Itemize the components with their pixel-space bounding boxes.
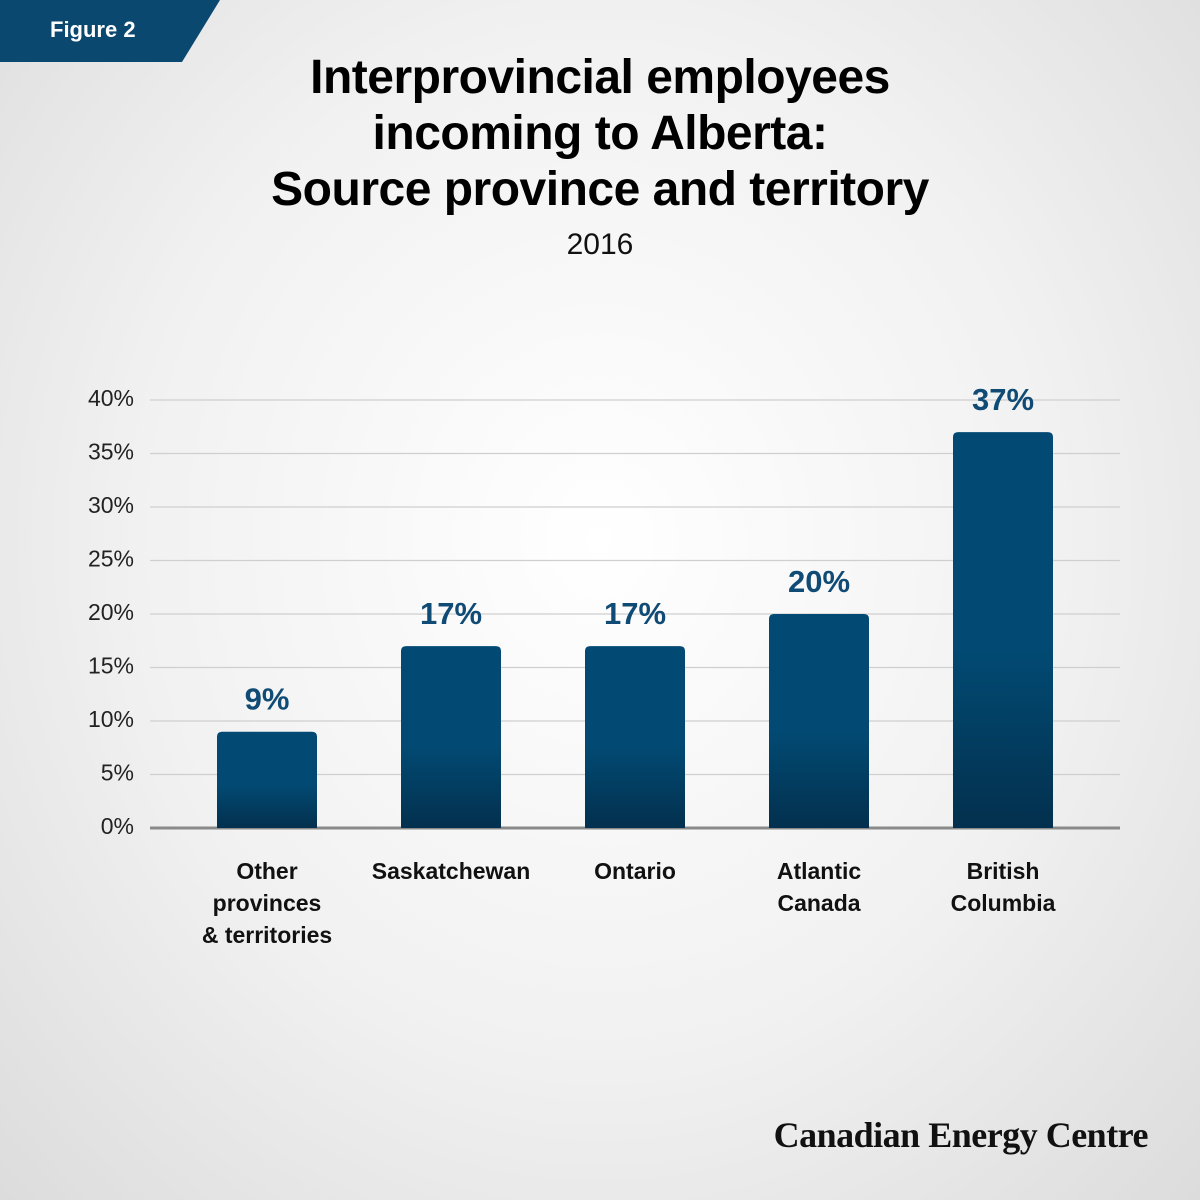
value-label: 37% [972, 382, 1034, 417]
y-tick-label: 35% [88, 439, 134, 465]
figure-label: Figure 2 [50, 17, 136, 42]
y-tick-label: 5% [101, 760, 134, 786]
y-tick-label: 0% [101, 813, 134, 839]
credit: Canadian Energy Centre [773, 1115, 1149, 1155]
figure-tag-shape [0, 0, 220, 62]
y-tick-label: 10% [88, 706, 134, 732]
bar [585, 646, 685, 828]
y-tick-label: 20% [88, 599, 134, 625]
x-tick-label: British Columbia [950, 858, 1056, 916]
y-tick-label: 25% [88, 546, 134, 572]
value-label: 20% [788, 564, 850, 599]
value-label: 17% [604, 596, 666, 631]
bar [217, 731, 317, 828]
x-tick-label: Other provinces & territories [201, 858, 333, 948]
value-label: 9% [245, 682, 290, 717]
value-label: 17% [420, 596, 482, 631]
x-tick-label: Saskatchewan [371, 858, 531, 884]
y-tick-label: 15% [88, 653, 134, 679]
chart-subtitle: 2016 [566, 228, 634, 261]
x-tick-label: Atlantic Canada [776, 858, 862, 916]
bar [769, 614, 869, 828]
x-tick-label: Ontario [594, 858, 676, 884]
bar [401, 646, 501, 828]
bar [953, 432, 1053, 828]
y-tick-label: 40% [88, 385, 134, 411]
chart-title: Interprovincial employees incoming to Al… [271, 51, 929, 216]
y-tick-label: 30% [88, 492, 134, 518]
